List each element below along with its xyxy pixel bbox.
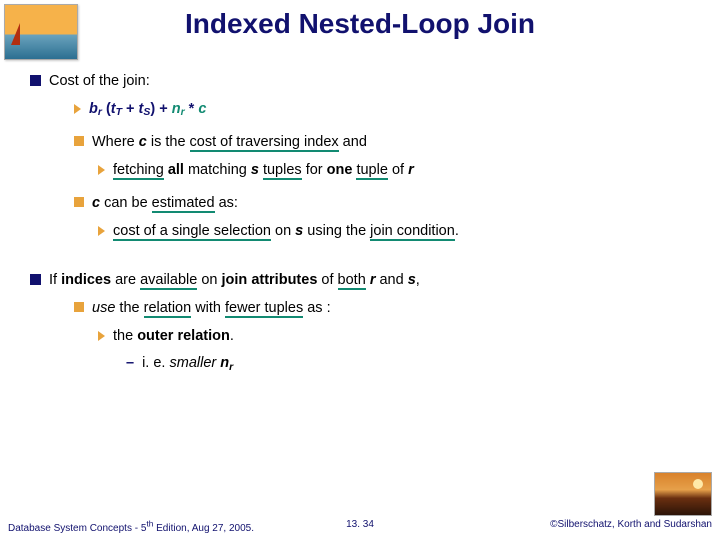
- triangle-bullet-icon: [98, 165, 105, 175]
- bullet-indices: If indices are available on join attribu…: [30, 271, 696, 291]
- text: the outer relation.: [113, 327, 234, 347]
- square-bullet-icon: [30, 274, 41, 285]
- triangle-bullet-icon: [98, 331, 105, 341]
- slide-title: Indexed Nested-Loop Join: [0, 8, 720, 40]
- slide-body: Cost of the join: br (tT + tS) + nr * c …: [30, 72, 696, 382]
- footer-right: ©Silberschatz, Korth and Sudarshan: [550, 519, 712, 530]
- dash-bullet-icon: –: [126, 354, 134, 374]
- text: If indices are available on join attribu…: [49, 271, 420, 291]
- estimated-row: c can be estimated as:: [30, 194, 696, 214]
- fetching-row: fetching all matching s tuples for one t…: [30, 161, 696, 181]
- triangle-bullet-icon: [74, 104, 81, 114]
- formula-row: br (tT + tS) + nr * c: [30, 100, 696, 120]
- text: Cost of the join:: [49, 72, 150, 92]
- where-row: Where c is the cost of traversing index …: [30, 133, 696, 153]
- square-bullet-icon: [30, 75, 41, 86]
- cost-selection-row: cost of a single selection on s using th…: [30, 222, 696, 242]
- formula: br (tT + tS) + nr * c: [89, 100, 206, 120]
- text: Where c is the cost of traversing index …: [92, 133, 367, 153]
- square-bullet-icon: [74, 197, 84, 207]
- square-bullet-icon: [74, 302, 84, 312]
- ie-row: – i. e. smaller nr: [30, 354, 696, 374]
- square-bullet-icon: [74, 136, 84, 146]
- outer-row: the outer relation.: [30, 327, 696, 347]
- slide: Indexed Nested-Loop Join Cost of the joi…: [0, 0, 720, 540]
- text: fetching all matching s tuples for one t…: [113, 161, 414, 181]
- text: use the relation with fewer tuples as :: [92, 299, 331, 319]
- triangle-bullet-icon: [98, 226, 105, 236]
- use-row: use the relation with fewer tuples as :: [30, 299, 696, 319]
- text: cost of a single selection on s using th…: [113, 222, 459, 242]
- footer: Database System Concepts - 5th Edition, …: [8, 519, 712, 534]
- text: i. e. smaller nr: [142, 354, 233, 374]
- bullet-cost-of-join: Cost of the join:: [30, 72, 696, 92]
- sunset-thumb: [654, 472, 712, 516]
- text: c can be estimated as:: [92, 194, 238, 214]
